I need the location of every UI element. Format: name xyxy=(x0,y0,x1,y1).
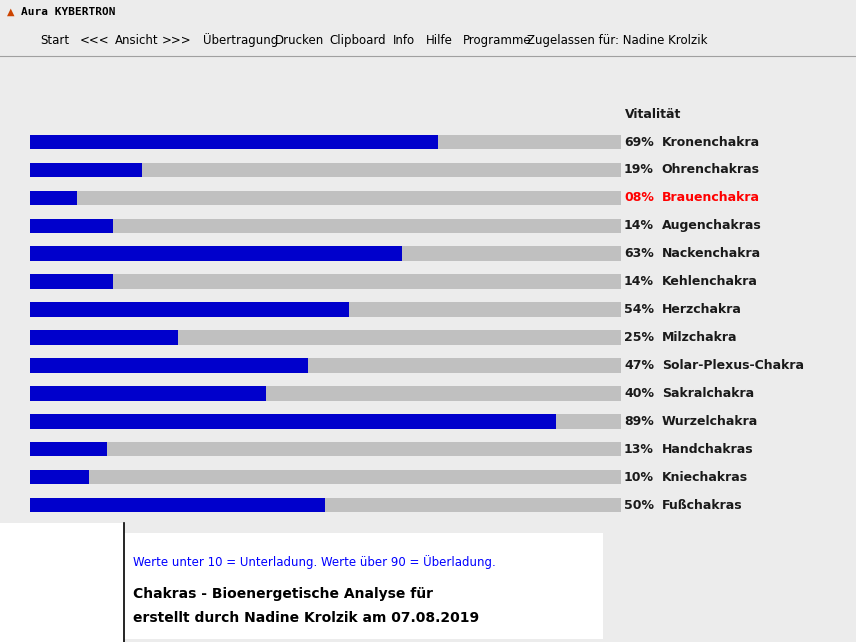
Text: Kehlenchakra: Kehlenchakra xyxy=(662,275,758,288)
Text: <<<: <<< xyxy=(80,34,110,47)
Text: Brauenchakra: Brauenchakra xyxy=(662,191,759,204)
Text: ▲: ▲ xyxy=(7,7,15,17)
Text: Drucken: Drucken xyxy=(275,34,324,47)
Bar xyxy=(30,247,402,261)
Bar xyxy=(30,498,325,512)
Text: 54%: 54% xyxy=(624,303,654,316)
Bar xyxy=(30,470,89,485)
Text: Sakralchakra: Sakralchakra xyxy=(662,387,754,400)
Bar xyxy=(30,247,621,261)
Text: Werte unter 10 = Unterladung. Werte über 90 = Überladung.: Werte unter 10 = Unterladung. Werte über… xyxy=(133,555,496,569)
Bar xyxy=(30,191,621,205)
Bar xyxy=(30,135,437,150)
Text: Herzchakra: Herzchakra xyxy=(662,303,741,316)
Text: Übertragung: Übertragung xyxy=(203,33,278,48)
Text: 47%: 47% xyxy=(624,359,654,372)
Text: 10%: 10% xyxy=(624,471,654,483)
Bar xyxy=(30,358,621,373)
Text: Zugelassen für: Nadine Krolzik: Zugelassen für: Nadine Krolzik xyxy=(527,34,708,47)
Text: Milzchakra: Milzchakra xyxy=(662,331,737,344)
Bar xyxy=(30,162,142,177)
Text: Nackenchakra: Nackenchakra xyxy=(662,247,761,260)
Text: 13%: 13% xyxy=(624,443,654,456)
Text: 08%: 08% xyxy=(624,191,654,204)
Bar xyxy=(30,135,621,150)
Bar xyxy=(30,442,107,456)
Bar xyxy=(30,302,621,317)
Text: erstellt durch Nadine Krolzik am 07.08.2019: erstellt durch Nadine Krolzik am 07.08.2… xyxy=(133,611,479,625)
Text: >>>: >>> xyxy=(162,34,192,47)
Bar xyxy=(30,498,621,512)
Bar xyxy=(30,218,621,233)
Text: Vitalität: Vitalität xyxy=(625,108,681,121)
Text: Kronenchakra: Kronenchakra xyxy=(662,135,760,148)
Bar xyxy=(30,191,77,205)
Text: Wurzelchakra: Wurzelchakra xyxy=(662,415,758,428)
Text: 63%: 63% xyxy=(624,247,654,260)
Text: Ansicht: Ansicht xyxy=(115,34,158,47)
Text: Ohrenchakras: Ohrenchakras xyxy=(662,164,759,177)
Bar xyxy=(30,386,621,401)
Bar xyxy=(30,274,113,289)
Bar xyxy=(30,162,621,177)
Text: 14%: 14% xyxy=(624,220,654,232)
Text: 89%: 89% xyxy=(624,415,654,428)
Text: Augenchakras: Augenchakras xyxy=(662,220,762,232)
Bar xyxy=(30,442,621,456)
Text: Info: Info xyxy=(393,34,415,47)
Bar xyxy=(30,414,621,429)
Text: 40%: 40% xyxy=(624,387,654,400)
Bar xyxy=(30,218,113,233)
Text: 19%: 19% xyxy=(624,164,654,177)
Text: 25%: 25% xyxy=(624,331,654,344)
Text: Handchakras: Handchakras xyxy=(662,443,753,456)
Bar xyxy=(30,386,266,401)
Bar xyxy=(30,330,621,345)
Text: Aura KYBERTRON: Aura KYBERTRON xyxy=(21,7,116,17)
Text: Fußchakras: Fußchakras xyxy=(662,499,742,512)
Text: Chakras - Bioenergetische Analyse für: Chakras - Bioenergetische Analyse für xyxy=(133,587,432,601)
Bar xyxy=(30,414,556,429)
Bar xyxy=(30,330,178,345)
Bar xyxy=(30,274,621,289)
Text: Hilfe: Hilfe xyxy=(426,34,453,47)
Text: 50%: 50% xyxy=(624,499,654,512)
Text: Clipboard: Clipboard xyxy=(329,34,385,47)
Text: 14%: 14% xyxy=(624,275,654,288)
Text: Kniechakras: Kniechakras xyxy=(662,471,748,483)
Text: Programme: Programme xyxy=(463,34,532,47)
Bar xyxy=(30,358,307,373)
Text: Start: Start xyxy=(40,34,69,47)
Bar xyxy=(30,470,621,485)
Bar xyxy=(30,302,349,317)
Text: Solar-Plexus-Chakra: Solar-Plexus-Chakra xyxy=(662,359,804,372)
Text: 69%: 69% xyxy=(624,135,654,148)
